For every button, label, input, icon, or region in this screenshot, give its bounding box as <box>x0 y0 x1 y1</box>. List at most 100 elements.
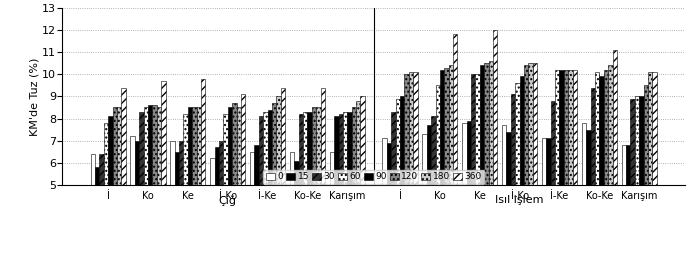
Bar <box>281 87 285 185</box>
Bar <box>639 96 644 185</box>
Bar <box>444 68 448 185</box>
Bar <box>303 112 307 185</box>
Bar <box>516 83 520 185</box>
Bar <box>621 145 626 185</box>
Bar <box>250 152 255 185</box>
Bar <box>241 94 246 185</box>
Bar <box>422 134 427 185</box>
Bar <box>586 130 590 185</box>
Bar <box>431 116 435 185</box>
Bar <box>334 116 338 185</box>
Bar <box>630 99 635 185</box>
Bar <box>91 154 95 185</box>
Bar <box>400 96 404 185</box>
Bar <box>290 152 294 185</box>
Bar <box>435 85 440 185</box>
Bar <box>391 112 396 185</box>
Bar <box>493 30 498 185</box>
Bar <box>440 70 444 185</box>
Bar <box>100 154 104 185</box>
Bar <box>529 63 533 185</box>
Bar <box>299 114 303 185</box>
Bar <box>484 63 489 185</box>
Bar <box>573 70 577 185</box>
Bar <box>210 158 215 185</box>
Bar <box>144 107 148 185</box>
Bar <box>480 65 484 185</box>
Bar <box>188 107 192 185</box>
Bar <box>104 123 108 185</box>
Bar <box>635 96 639 185</box>
Bar <box>653 72 657 185</box>
Bar <box>197 107 201 185</box>
Bar <box>259 116 263 185</box>
Bar <box>157 107 161 185</box>
Bar <box>201 79 206 185</box>
Bar <box>219 141 224 185</box>
Bar <box>448 65 453 185</box>
Bar <box>599 76 603 185</box>
Bar <box>117 107 121 185</box>
Bar <box>320 87 325 185</box>
Bar <box>462 123 466 185</box>
Bar <box>312 107 316 185</box>
Bar <box>131 136 135 185</box>
Bar <box>555 70 559 185</box>
Bar <box>215 147 219 185</box>
Bar <box>507 132 511 185</box>
Bar <box>232 103 237 185</box>
Bar <box>595 72 599 185</box>
Bar <box>361 96 365 185</box>
Bar <box>648 72 653 185</box>
Bar <box>396 99 400 185</box>
Bar <box>590 87 595 185</box>
Bar <box>179 141 183 185</box>
Bar <box>644 85 648 185</box>
Bar <box>152 105 157 185</box>
Bar <box>383 139 387 185</box>
Bar <box>263 112 268 185</box>
Bar <box>174 152 179 185</box>
Bar <box>338 114 343 185</box>
Bar <box>546 139 551 185</box>
Bar <box>603 70 608 185</box>
Bar <box>466 121 471 185</box>
Bar <box>542 139 546 185</box>
Y-axis label: KM'de Tuz (%): KM'de Tuz (%) <box>29 57 39 135</box>
Bar <box>502 125 507 185</box>
Bar <box>329 152 334 185</box>
Bar <box>135 141 139 185</box>
Bar <box>347 112 352 185</box>
Bar <box>95 167 100 185</box>
Bar <box>427 125 431 185</box>
Bar <box>511 94 516 185</box>
Bar <box>161 81 165 185</box>
Bar <box>148 105 152 185</box>
Bar <box>626 145 630 185</box>
Bar <box>404 74 409 185</box>
Text: Isıl işlem: Isıl işlem <box>495 195 544 205</box>
Bar <box>387 143 391 185</box>
Bar <box>307 112 312 185</box>
Bar <box>183 114 188 185</box>
Bar <box>475 74 480 185</box>
Bar <box>170 141 174 185</box>
Bar <box>343 112 347 185</box>
Text: Çiğ: Çiğ <box>219 195 237 206</box>
Bar <box>564 70 568 185</box>
Bar <box>224 114 228 185</box>
Bar <box>524 65 529 185</box>
Bar <box>294 161 299 185</box>
Bar <box>413 72 418 185</box>
Bar <box>113 107 117 185</box>
Bar <box>316 107 320 185</box>
Legend: 0, 15, 30, 60, 90, 120, 180, 360: 0, 15, 30, 60, 90, 120, 180, 360 <box>263 170 484 184</box>
Bar <box>228 107 232 185</box>
Bar <box>551 101 555 185</box>
Bar <box>533 63 537 185</box>
Bar <box>568 70 573 185</box>
Bar <box>139 112 144 185</box>
Bar <box>559 70 564 185</box>
Bar <box>276 96 281 185</box>
Bar <box>108 116 113 185</box>
